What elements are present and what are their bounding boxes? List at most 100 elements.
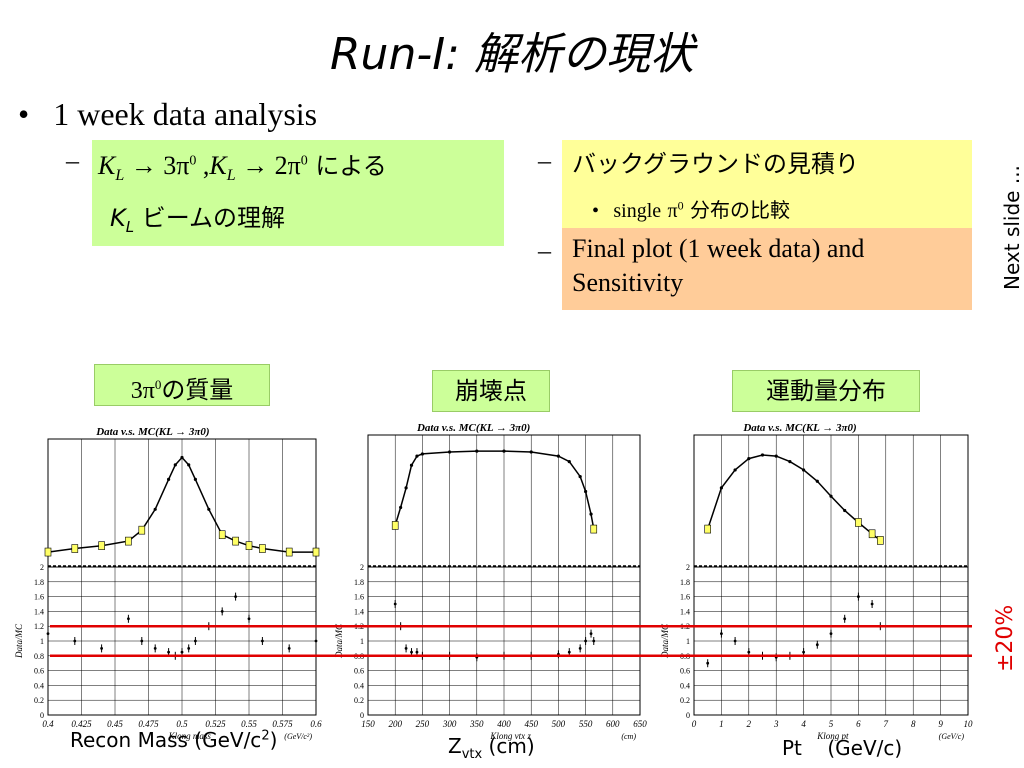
xlabel-momentum: Pt (GeV/c) <box>782 736 902 760</box>
top-point-2-5 <box>774 454 778 458</box>
top-curve-2 <box>706 454 881 541</box>
dash-right-1: – <box>538 146 551 175</box>
ratio-point-0-15 <box>261 639 264 643</box>
top-point-1-4 <box>415 454 419 458</box>
panel-label-momentum: 運動量分布 <box>732 370 920 412</box>
x-tick-0-6: 0.55 <box>241 719 257 729</box>
bullet-dot: • <box>18 96 30 132</box>
ratio-point-0-17 <box>314 639 318 643</box>
kl-decay-suffix: による <box>307 152 387 180</box>
mc-box-1-15 <box>590 524 598 534</box>
top-point-2-10 <box>843 508 847 513</box>
y-tick-1-1: 1.8 <box>354 578 364 587</box>
ratio-point-1-12 <box>578 647 582 650</box>
ratio-point-0-3 <box>126 617 130 621</box>
top-point-1-8 <box>502 449 506 453</box>
x-tick-2-6: 6 <box>856 719 861 729</box>
y-tick-2-0: 2 <box>686 563 690 572</box>
pi0-symbol: π0 <box>667 198 684 222</box>
kl-understanding-box: KL → 3π0 ,KL → 2π0 による KL ビームの理解 <box>92 140 504 246</box>
top-point-0-10 <box>193 477 197 481</box>
top-point-0-5 <box>153 507 157 511</box>
top-curve-1 <box>394 450 595 530</box>
x-tick-0-1: 0.425 <box>71 719 92 729</box>
y-tick-1-0: 2 <box>360 563 364 572</box>
inner-unit-2: (GeV/c) <box>939 732 965 741</box>
ratio-point-2-11 <box>857 595 860 598</box>
y-tick-0-10: 0 <box>40 711 44 720</box>
mc-box-0-13 <box>232 536 239 546</box>
ratio-point-2-1 <box>720 632 723 635</box>
xlabel-mass-text: Recon Mass (GeV/c <box>70 728 262 752</box>
mc-box-2-11 <box>855 518 862 527</box>
mc-box-1-0 <box>391 521 399 530</box>
inner-xlabel-0: Klong mass <box>168 731 212 741</box>
xlabel-mass: Recon Mass (GeV/c2) <box>70 728 277 752</box>
x-tick-1-4: 350 <box>469 719 484 729</box>
x-tick-2-0: 0 <box>692 719 697 729</box>
y-tick-2-10: 0 <box>686 711 690 720</box>
xlabel-mass-sup: 2 <box>261 728 270 744</box>
y-tick-0-3: 1.4 <box>34 607 44 616</box>
top-point-0-8 <box>180 455 184 460</box>
x-tick-0-4: 0.5 <box>176 719 188 729</box>
sub-bullet-dot: • <box>592 200 600 222</box>
top-point-1-14 <box>589 512 593 516</box>
inner-unit-0: (GeV/c²) <box>284 732 312 741</box>
band-label-text: ±20% <box>993 604 1018 672</box>
ratio-point-1-15 <box>592 639 596 643</box>
background-estimate-box: バックグラウンドの見積り • single π0 分布の比較 <box>562 140 972 228</box>
y-tick-2-1: 1.8 <box>680 578 690 587</box>
xlabel-vertex-unit: (cm) <box>482 734 535 758</box>
y-tick-2-3: 1.4 <box>680 607 690 616</box>
dash-left: – <box>66 146 79 175</box>
top-point-2-9 <box>829 494 833 498</box>
y-tick-0-8: 0.4 <box>34 681 44 690</box>
y-tick-0-7: 0.6 <box>34 667 44 676</box>
ratio-point-1-4 <box>415 650 419 654</box>
top-point-1-5 <box>420 452 424 456</box>
top-point-1-6 <box>448 450 452 454</box>
x-tick-1-10: 650 <box>633 719 647 729</box>
next-slide-note: Next slide ... <box>990 140 1024 300</box>
ratio-point-0-2 <box>100 647 103 650</box>
top-point-2-6 <box>788 460 792 464</box>
top-point-0-7 <box>173 463 177 467</box>
mc-box-0-2 <box>98 541 105 550</box>
x-tick-2-9: 9 <box>938 719 943 729</box>
ratio-point-0-9 <box>187 647 191 650</box>
background-estimate-label: バックグラウンドの見積り <box>572 150 860 178</box>
y-tick-2-5: 1 <box>686 637 690 646</box>
x-tick-1-0: 150 <box>361 719 375 729</box>
ratio-point-2-0 <box>706 661 710 665</box>
top-point-1-12 <box>578 474 582 479</box>
y-tick-0-1: 1.8 <box>34 578 44 587</box>
xlabel-vertex-text: Z <box>448 734 462 758</box>
top-point-0-9 <box>187 463 191 467</box>
ratio-point-1-3 <box>410 650 413 654</box>
y-tick-0-6: 0.8 <box>34 652 44 661</box>
top-point-2-1 <box>719 486 724 490</box>
bullet-main-text: 1 week data analysis <box>53 96 318 132</box>
top-point-1-1 <box>399 505 403 510</box>
mc-box-0-4 <box>138 525 146 535</box>
plot-title-1: Data v.s. MC(KL → 3π0) <box>416 422 530 434</box>
x-tick-1-1: 200 <box>388 719 402 729</box>
y-tick-1-9: 0.2 <box>354 696 364 705</box>
y-tick-2-2: 1.6 <box>680 593 690 602</box>
x-tick-2-8: 8 <box>911 719 916 729</box>
y-tick-2-8: 0.4 <box>680 681 690 690</box>
top-point-1-13 <box>584 489 588 494</box>
mc-box-0-15 <box>259 544 266 553</box>
kl-decay-line: KL → 3π0 ,KL → 2π0 による <box>98 146 387 185</box>
ratio-point-2-12 <box>870 602 874 606</box>
xlabel-vertex: Zvtx (cm) <box>448 734 535 762</box>
xlabel-momentum-text: Pt (GeV/c) <box>782 736 903 760</box>
mc-box-2-0 <box>704 524 712 534</box>
y-tick-1-2: 1.6 <box>354 593 364 602</box>
x-tick-1-9: 600 <box>606 719 620 729</box>
ratio-point-2-2 <box>733 639 737 643</box>
ratio-point-2-9 <box>829 632 833 635</box>
panel-label-vertex: 崩壊点 <box>432 370 550 412</box>
panel-label-vertex-text: 崩壊点 <box>455 377 527 405</box>
